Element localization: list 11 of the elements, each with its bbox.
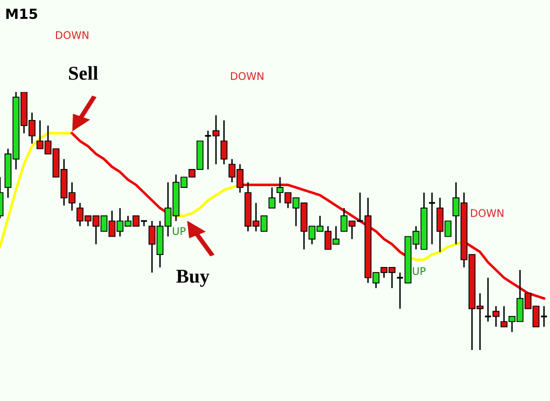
text: DOWN	[56, 31, 88, 40]
annotation: UP	[412, 267, 426, 276]
text: DOWN	[231, 72, 264, 80]
annotation: DOWN	[471, 209, 504, 218]
candlestick	[268, 186, 276, 209]
candlestick	[428, 192, 436, 245]
candlestick	[220, 120, 228, 165]
text: Sell	[69, 66, 98, 80]
annotation: UP	[172, 227, 186, 236]
text: M15	[6, 8, 38, 20]
annotation: Buy	[176, 270, 210, 287]
